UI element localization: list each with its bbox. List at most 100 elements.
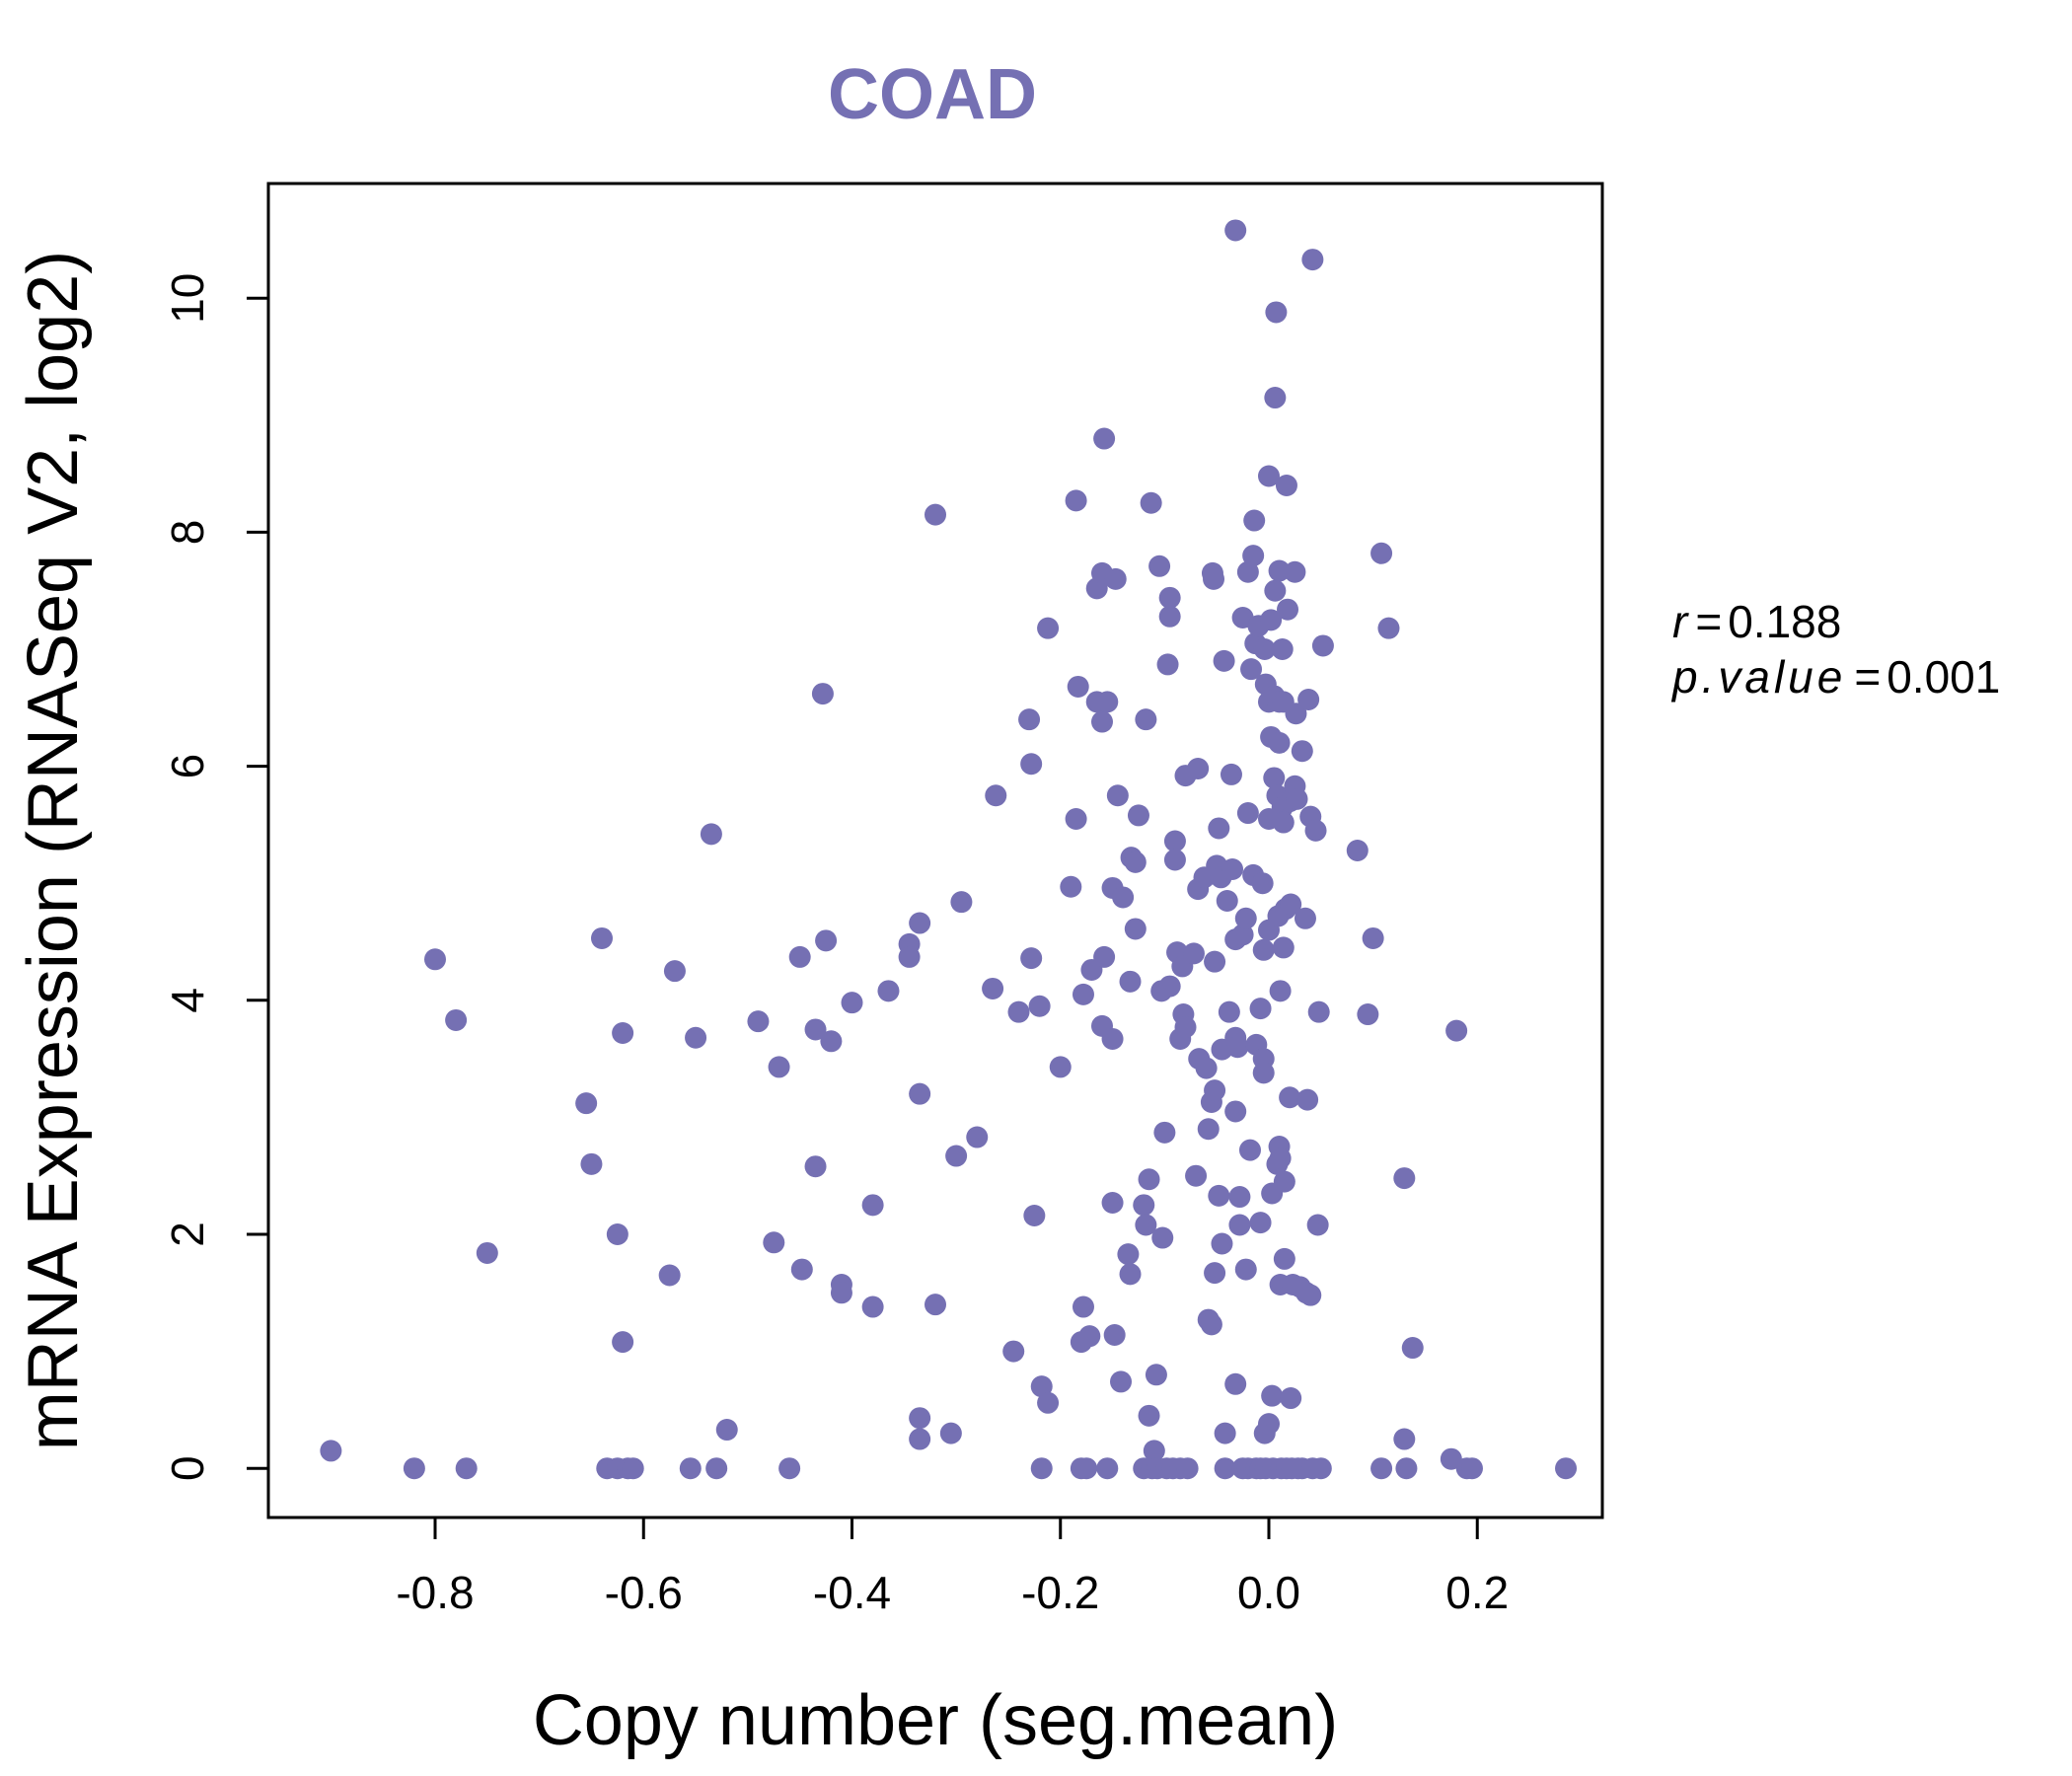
data-point (909, 1428, 931, 1450)
data-point (1065, 807, 1087, 830)
data-point (1263, 767, 1286, 789)
data-point (1030, 1457, 1053, 1480)
data-point (455, 1457, 478, 1480)
data-point (898, 945, 921, 968)
data-point (1185, 1164, 1208, 1187)
data-point (1265, 301, 1288, 324)
y-tick-label: 4 (162, 988, 213, 1013)
data-point (1231, 924, 1254, 946)
data-point (1218, 1000, 1240, 1023)
data-point (1275, 474, 1297, 496)
data-point (1119, 970, 1142, 993)
data-point (1234, 1258, 1257, 1281)
data-point (1297, 689, 1320, 711)
data-point (841, 992, 863, 1014)
data-point (1221, 857, 1244, 880)
data-point (1240, 658, 1263, 681)
data-point (1106, 784, 1129, 807)
data-point (1030, 1375, 1053, 1398)
data-point (658, 1264, 681, 1287)
data-point (1272, 811, 1295, 834)
data-point (1093, 427, 1116, 450)
data-point (705, 1457, 728, 1480)
data-point (1249, 998, 1272, 1020)
data-point (1252, 1062, 1275, 1084)
data-point (1174, 1016, 1197, 1039)
data-point (982, 977, 1004, 999)
data-point (403, 1457, 425, 1480)
data-point (1228, 1214, 1251, 1236)
data-point (1301, 249, 1324, 271)
data-point (1187, 757, 1210, 779)
data-point (1238, 1139, 1261, 1161)
data-point (1211, 1232, 1233, 1255)
data-point (1103, 1323, 1126, 1346)
data-point (1065, 489, 1087, 512)
data-point (612, 1022, 634, 1045)
data-point (815, 929, 838, 952)
data-point (925, 503, 946, 526)
data-point (679, 1457, 702, 1480)
data-point (1258, 465, 1280, 487)
plot-frame (266, 182, 1604, 1519)
data-point (1220, 763, 1242, 785)
data-point (1143, 1440, 1165, 1462)
data-point (830, 1282, 852, 1304)
data-point (1078, 1325, 1101, 1348)
data-point (1251, 872, 1274, 895)
x-axis-title: Copy number (seg.mean) (533, 1681, 1338, 1760)
data-point (1440, 1447, 1462, 1470)
data-point (1236, 802, 1259, 825)
data-point (1133, 1194, 1155, 1217)
data-point (1002, 1340, 1025, 1363)
data-point (1151, 1226, 1174, 1249)
data-point (945, 1145, 968, 1167)
data-point (1306, 1214, 1329, 1236)
data-point (1140, 491, 1162, 514)
data-point (1163, 849, 1186, 871)
data-point (685, 1026, 707, 1049)
data-point (1158, 605, 1181, 628)
data-point (1020, 753, 1043, 776)
data-point (1216, 889, 1238, 912)
data-point (985, 784, 1007, 807)
data-point (1268, 559, 1291, 582)
data-point (1093, 945, 1116, 968)
data-point (1273, 1247, 1295, 1270)
data-point (1214, 1422, 1236, 1444)
data-point (1135, 708, 1157, 731)
r-statistic: r = 0.188 (1672, 596, 1841, 647)
data-point (1269, 980, 1292, 1002)
data-point (1200, 1313, 1222, 1336)
data-point (1110, 1370, 1133, 1393)
p-value: 0.001 (1887, 651, 2000, 703)
data-point (861, 1194, 884, 1217)
data-point (1357, 1003, 1379, 1026)
data-point (1261, 1384, 1284, 1407)
data-point (811, 683, 834, 705)
data-point (1555, 1457, 1578, 1480)
data-point (966, 1126, 989, 1148)
y-tick-label: 10 (162, 273, 213, 324)
data-point (1249, 1212, 1272, 1234)
data-point (1214, 1457, 1236, 1480)
x-tick-label: -0.4 (813, 1567, 891, 1618)
data-point (1204, 1262, 1226, 1285)
data-point (1037, 617, 1060, 639)
data-point (1264, 387, 1287, 409)
data-point (1393, 1167, 1416, 1190)
data-point (1401, 1337, 1424, 1360)
data-point (804, 1018, 827, 1041)
x-tick-label: -0.2 (1021, 1567, 1099, 1618)
data-point (768, 1056, 790, 1078)
data-point (939, 1422, 962, 1444)
r-value: 0.188 (1728, 596, 1841, 647)
data-point (861, 1295, 884, 1318)
p-label: p.value (1670, 651, 1846, 703)
data-point (1280, 893, 1302, 916)
x-tick-label: -0.6 (605, 1567, 683, 1618)
data-point (1445, 1019, 1468, 1042)
data-point (1271, 638, 1294, 661)
data-point (1291, 740, 1313, 763)
data-point (612, 1331, 634, 1354)
